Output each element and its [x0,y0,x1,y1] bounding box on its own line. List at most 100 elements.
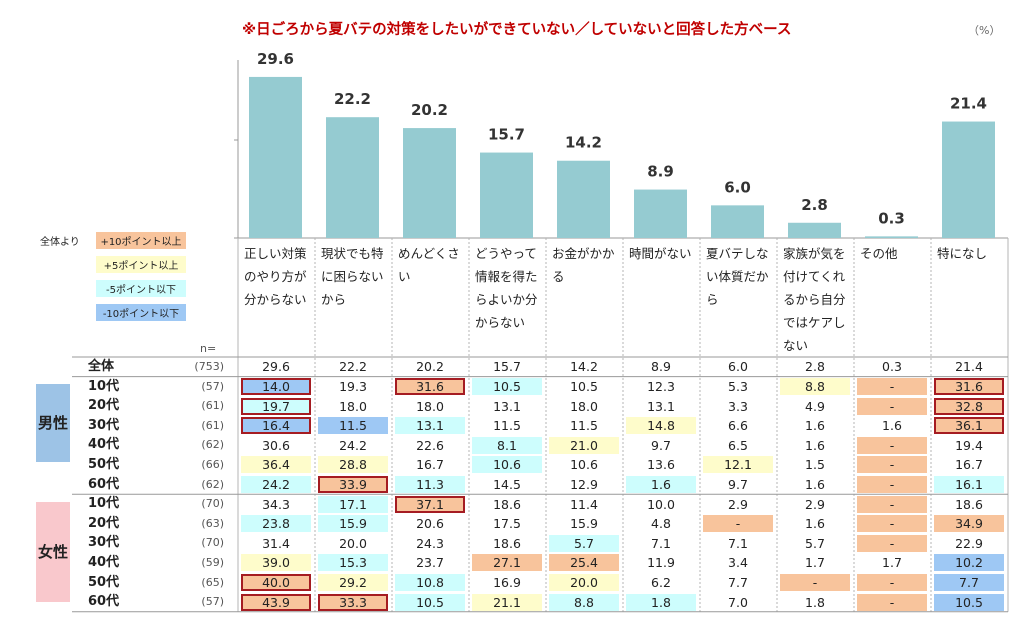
table-cell: 11.4 [570,496,598,512]
table-cell: 7.0 [728,594,748,610]
row-sample-size: (66) [201,458,224,471]
table-cell: 10.5 [395,593,465,611]
row-sample-size: (70) [201,497,224,511]
table-cell: 15.7 [493,359,521,375]
row-sample-size: (62) [201,477,224,491]
row-label: 30代 [88,535,120,551]
table-cell: 19.3 [339,378,367,394]
table-cell: 10.0 [647,496,675,512]
bar [942,121,995,238]
table-cell: 16.9 [493,574,521,590]
table-cell: - [857,515,927,533]
legend-item-down10: -10ポイント以下 [102,309,180,320]
bar-value-label: 15.7 [488,126,525,144]
table-cell: 1.6 [626,475,696,493]
table-cell: 16.7 [955,457,983,473]
table-cell: 23.8 [241,515,311,533]
category-label: お金がかかる [552,246,615,284]
bar [711,205,764,238]
bar-value-label: 14.2 [565,134,602,152]
table-cell: 29.2 [318,573,388,591]
table-cell: 16.4 [241,417,311,435]
table-cell: 18.0 [570,398,598,414]
row-label: 20代 [88,398,120,414]
table-cell: 27.1 [472,554,542,572]
table-cell: 13.1 [395,417,465,435]
bar [326,117,379,238]
table-cell: - [857,436,927,454]
bar-value-label: 2.8 [801,196,828,214]
legend-item-down5: -5ポイント以下 [106,285,176,296]
table-cell: 34.9 [934,515,1004,533]
table-cell: 1.8 [805,594,825,610]
table-cell: 31.6 [934,377,1004,395]
table-cell: 12.9 [570,476,598,492]
table-cell: - [857,534,927,552]
row-label: 10代 [88,378,120,394]
table-cell: 30.6 [262,437,290,453]
table-cell: 10.5 [472,377,542,395]
table-cell: 15.9 [570,516,598,532]
bar [865,236,918,238]
category-label: どうやって情報を得たらよいか分からない [475,246,538,330]
table-cell: 13.6 [647,457,675,473]
legend-item-up10: +10ポイント以上 [100,237,182,248]
table-cell: 10.6 [570,457,598,473]
table-cell: 1.8 [626,593,696,611]
table-cell: 1.5 [805,457,825,473]
table-cell: 40.0 [241,573,311,591]
table-cell: 10.2 [934,554,1004,572]
table-cell: - [857,573,927,591]
row-label: 60代 [88,594,120,610]
table-cell: 16.1 [934,475,1004,493]
table-cell: 7.7 [728,574,748,590]
table-cell: 18.6 [493,535,521,551]
table-cell: 11.9 [647,555,675,571]
table-cell: 21.1 [472,593,542,611]
row-sample-size: (57) [201,595,224,609]
table-cell: 15.9 [318,515,388,533]
table-cell: 14.2 [570,359,598,375]
category-label: 正しい対策のやり方が分からない [244,246,307,307]
table-cell: 5.7 [549,534,619,552]
table-cell: 14.0 [241,377,311,395]
row-label: 40代 [88,437,120,453]
bar-value-label: 0.3 [878,209,905,227]
table-cell: 11.5 [318,417,388,435]
row-label: 10代 [88,496,120,512]
table-cell: 43.9 [241,593,311,611]
row-label: 20代 [88,515,120,531]
bar-value-label: 6.0 [724,178,751,196]
row-label: 60代 [88,476,120,492]
row-sample-size: (61) [201,399,224,413]
bar [480,152,533,238]
table-cell: 7.7 [934,573,1004,591]
table-cell: 1.6 [805,516,825,532]
table-cell: 33.9 [318,475,388,493]
table-cell: 17.5 [493,516,521,532]
table-cell: 1.7 [805,555,825,571]
gender-label-male: 男性 [36,384,70,462]
table-cell: 4.9 [805,398,825,414]
table-cell: 14.8 [626,417,696,435]
table-cell: 24.2 [339,437,367,453]
category-label: 夏バテしない体質だから [706,246,769,307]
table-cell: 6.0 [728,359,748,375]
legend-swatch-up5 [96,256,186,273]
table-cell: 24.2 [241,475,311,493]
table-cell: 18.6 [493,496,521,512]
table-cell: 11.5 [570,418,598,434]
bar [788,222,841,238]
table-cell: 13.1 [647,398,675,414]
table-cell: 18.0 [339,398,367,414]
table-cell: 9.7 [728,476,748,492]
gender-text-female: 女性 [37,543,68,561]
table-cell: 8.9 [651,359,671,375]
table-cell: 4.8 [651,516,671,532]
table-cell: 22.2 [339,359,367,375]
table-cell: 10.6 [472,456,542,474]
table-cell: - [857,475,927,493]
table-cell: 20.2 [416,359,444,375]
bar [557,160,610,238]
